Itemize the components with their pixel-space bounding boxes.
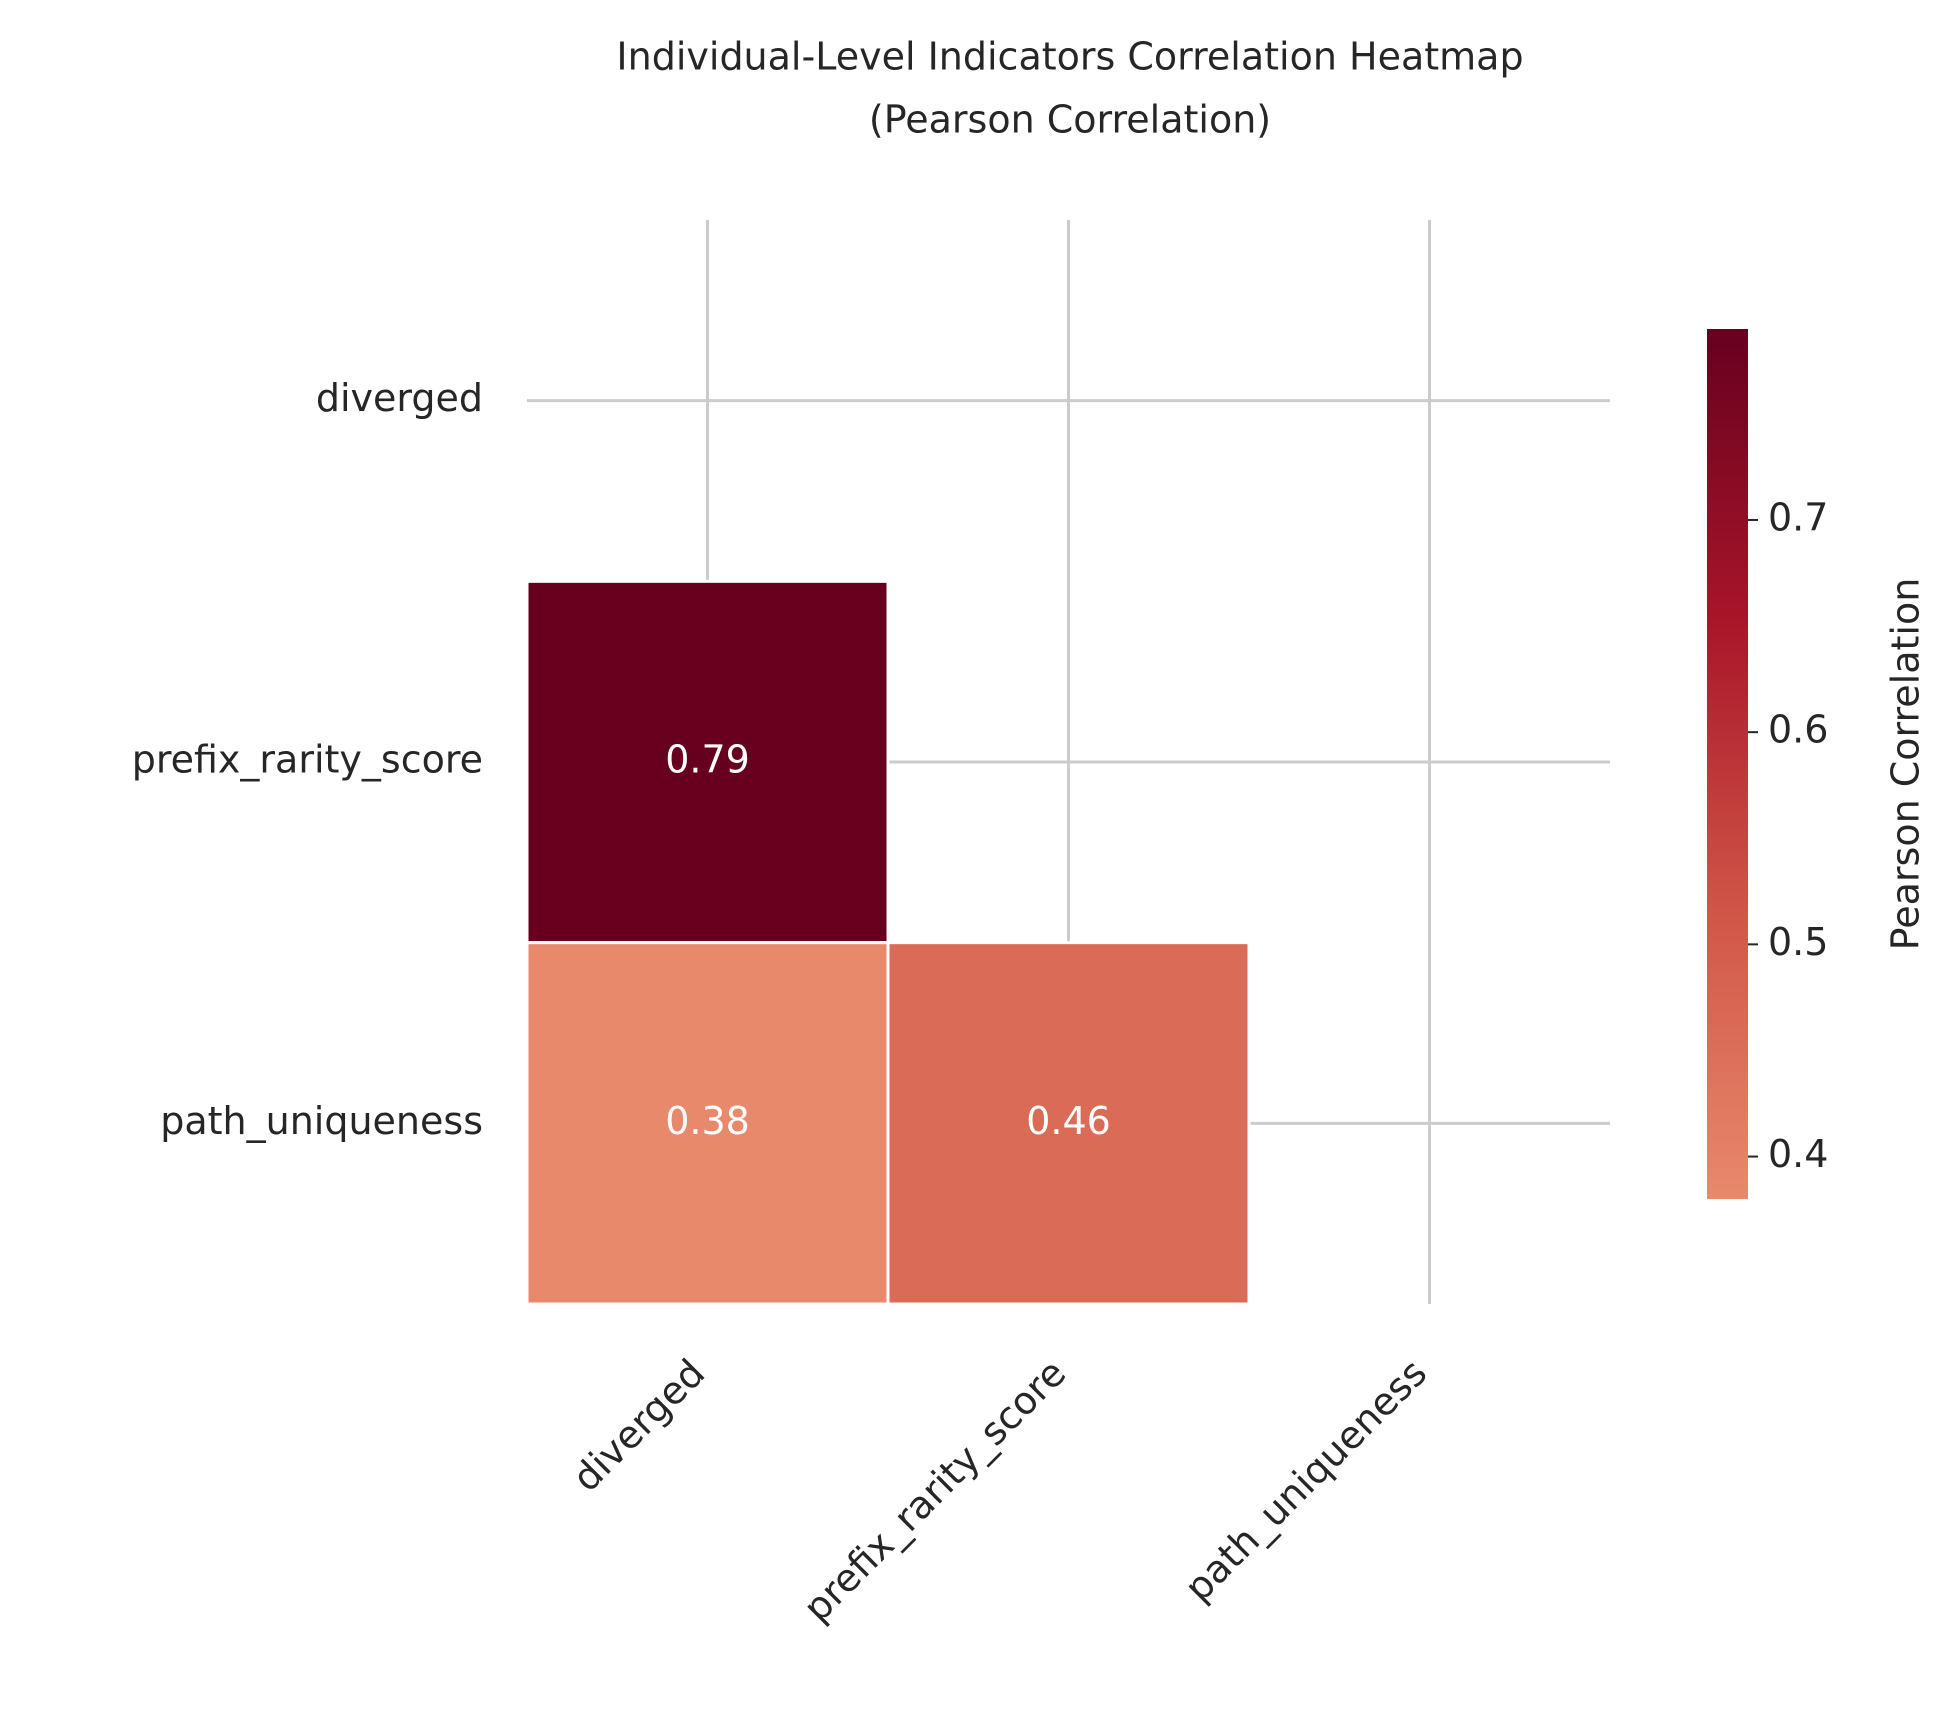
x-tick-label: diverged [564,1351,713,1500]
colorbar-tick-label: 0.5 [1768,920,1828,964]
colorbar-label: Pearson Correlation [1884,578,1928,951]
colorbar-tick-label: 0.4 [1768,1132,1828,1176]
chart-subtitle: (Pearson Correlation) [869,98,1271,142]
colorbar [1707,329,1748,1199]
x-tick-label: prefix_rarity_score [795,1351,1075,1631]
y-tick-label: diverged [316,376,483,420]
cell-label: 0.46 [1026,1099,1111,1143]
y-tick-label: prefix_rarity_score [132,738,483,782]
cell-label: 0.79 [665,738,750,782]
heatmap-cell [886,941,1251,1306]
cell-label: 0.38 [665,1099,750,1143]
y-tick-label: path_uniqueness [160,1099,483,1143]
chart-title: Individual-Level Indicators Correlation … [616,35,1523,79]
colorbar-tick-label: 0.7 [1768,495,1828,539]
x-tick-label: path_uniqueness [1176,1351,1435,1610]
colorbar-tick-label: 0.6 [1768,708,1828,752]
